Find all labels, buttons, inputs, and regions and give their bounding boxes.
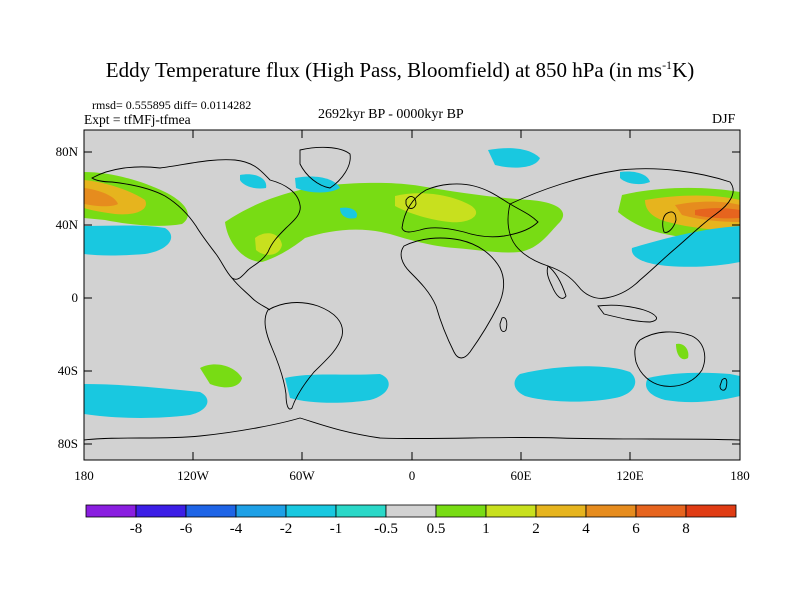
figure-title: Eddy Temperature flux (High Pass, Bloomf… xyxy=(105,58,695,82)
patch-arctic-cyan-2 xyxy=(295,176,340,193)
patch-south-america-cyan xyxy=(285,374,389,403)
coast-australia xyxy=(634,331,706,387)
patch-s-indian-cyan xyxy=(514,366,636,402)
patch-s-pacific-cyan xyxy=(84,384,208,418)
patch-pacific-cyan xyxy=(84,225,172,256)
coast-british-isles xyxy=(405,196,417,209)
period-label: 2692kyr BP - 0000kyr BP xyxy=(318,107,464,122)
y-label-80s: 80S xyxy=(57,436,78,451)
y-label-40n: 40N xyxy=(55,217,78,232)
patch-canada-cyan xyxy=(240,174,267,189)
coast-north-america xyxy=(91,159,301,280)
patch-s-atlantic-green xyxy=(200,364,242,388)
colorbar-label: 2 xyxy=(532,521,540,537)
colorbar-box xyxy=(585,504,637,518)
experiment-label: Expt = tfMFj-tfmea xyxy=(84,112,191,127)
patch-arctic-cyan-1 xyxy=(488,148,540,168)
colorbar-label: -2 xyxy=(279,521,293,537)
colorbar-box xyxy=(185,504,237,518)
colorbar-label: 0.5 xyxy=(426,521,446,537)
stats-text: rmsd= 0.555895 diff= 0.0114282 xyxy=(92,98,252,112)
colorbar-label: -4 xyxy=(229,521,243,537)
colorbar xyxy=(85,504,737,518)
coast-antarctica xyxy=(83,417,741,441)
x-label-60e: 60E xyxy=(510,468,532,483)
coastlines xyxy=(83,146,741,441)
patch-west-pacific-cyan xyxy=(631,226,740,267)
patch-s-australia-cyan xyxy=(645,372,740,403)
y-label-40s: 40S xyxy=(57,363,78,378)
colorbar-label: 4 xyxy=(582,521,590,537)
colorbar-box xyxy=(335,504,387,518)
colorbar-label: 8 xyxy=(682,521,690,537)
colorbar-box xyxy=(285,504,337,518)
coast-africa xyxy=(400,237,505,359)
axis-ticks xyxy=(84,130,740,460)
x-label-0: 0 xyxy=(408,468,416,483)
coast-madagascar xyxy=(499,317,508,333)
colorbar-box xyxy=(635,504,687,518)
coast-europe xyxy=(401,183,539,238)
coast-greenland xyxy=(299,146,351,189)
patch-npac-east-dark xyxy=(84,188,118,207)
coast-asia xyxy=(507,168,734,299)
colorbar-label: 1 xyxy=(482,521,490,537)
colorbar-label: -6 xyxy=(179,521,193,537)
coast-indonesia xyxy=(597,304,657,323)
x-label-180-left: 180 xyxy=(74,468,94,483)
coast-india xyxy=(546,265,567,299)
x-label-120e: 120E xyxy=(616,468,644,483)
y-label-0: 0 xyxy=(71,290,79,305)
x-label-180-right: 180 xyxy=(730,468,750,483)
colorbar-label: -0.5 xyxy=(374,521,398,537)
patch-atlantic-cyan xyxy=(340,207,358,219)
x-label-120w: 120W xyxy=(177,468,209,483)
colorbar-label: -8 xyxy=(129,521,143,537)
colorbar-box xyxy=(85,504,137,518)
coast-japan xyxy=(662,211,677,233)
colorbar-label: -1 xyxy=(329,521,343,537)
colorbar-box xyxy=(435,504,487,518)
coast-central-america xyxy=(231,277,271,311)
anomaly-patches xyxy=(84,148,740,418)
colorbar-box xyxy=(385,504,437,518)
y-label-80n: 80N xyxy=(55,144,78,159)
coast-south-america xyxy=(264,302,343,410)
patch-australia-green xyxy=(676,343,689,360)
season-label: DJF xyxy=(712,112,736,127)
colorbar-box xyxy=(135,504,187,518)
colorbar-box xyxy=(485,504,537,518)
colorbar-box xyxy=(535,504,587,518)
coast-new-zealand xyxy=(719,377,728,391)
patch-arctic-cyan-3 xyxy=(620,171,650,185)
colorbar-box xyxy=(685,504,737,518)
x-label-60w: 60W xyxy=(289,468,315,483)
patch-north-atlantic-green xyxy=(225,182,564,262)
patch-west-atlantic-yellow xyxy=(255,233,282,255)
colorbar-label: 6 xyxy=(632,521,640,537)
colorbar-box xyxy=(235,504,287,518)
